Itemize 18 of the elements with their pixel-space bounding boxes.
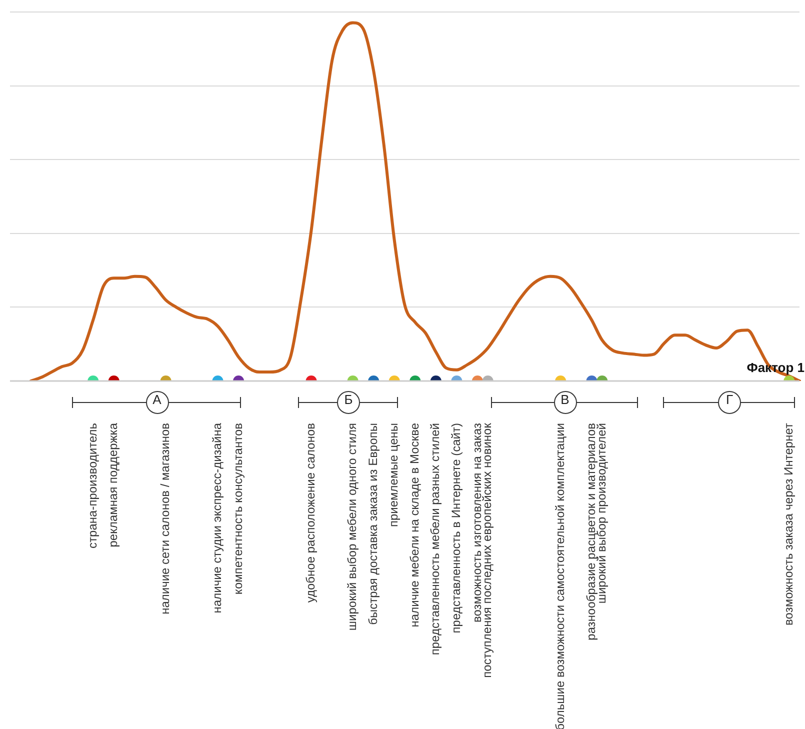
- x-tick-label: рекламная поддержка: [106, 422, 120, 548]
- x-tick-label: возможность заказа через Интернет: [781, 422, 796, 626]
- x-tick-label: представленность в Интернете (сайт): [449, 423, 464, 634]
- x-tick-label: наличие студии экспресс-дизайна: [210, 422, 224, 614]
- x-tick-label: компетентность консультантов: [230, 423, 245, 594]
- x-tick-label: широкий выбор мебели одного стиля: [345, 423, 360, 631]
- bracket: А: [72, 391, 241, 414]
- x-tick-label: наличие мебели на складе в Москве: [407, 422, 422, 628]
- bracket: Г: [663, 391, 795, 414]
- bracket: В: [491, 391, 638, 414]
- x-tick-label: представленность мебели разных стилей: [428, 423, 442, 656]
- x-tick-label: приемлемые цены: [386, 423, 401, 528]
- x-tick-label: поступления последних европейских новинок: [480, 422, 494, 678]
- x-tick-label: удобное расположение салонов: [304, 423, 318, 603]
- bracket: Б: [298, 391, 398, 414]
- x-tick-label: страна-производитель: [85, 423, 100, 548]
- x-tick-label: быстрая доставка заказа из Европы: [366, 423, 380, 625]
- x-tick-label: наличие сети салонов / магазинов: [158, 423, 172, 614]
